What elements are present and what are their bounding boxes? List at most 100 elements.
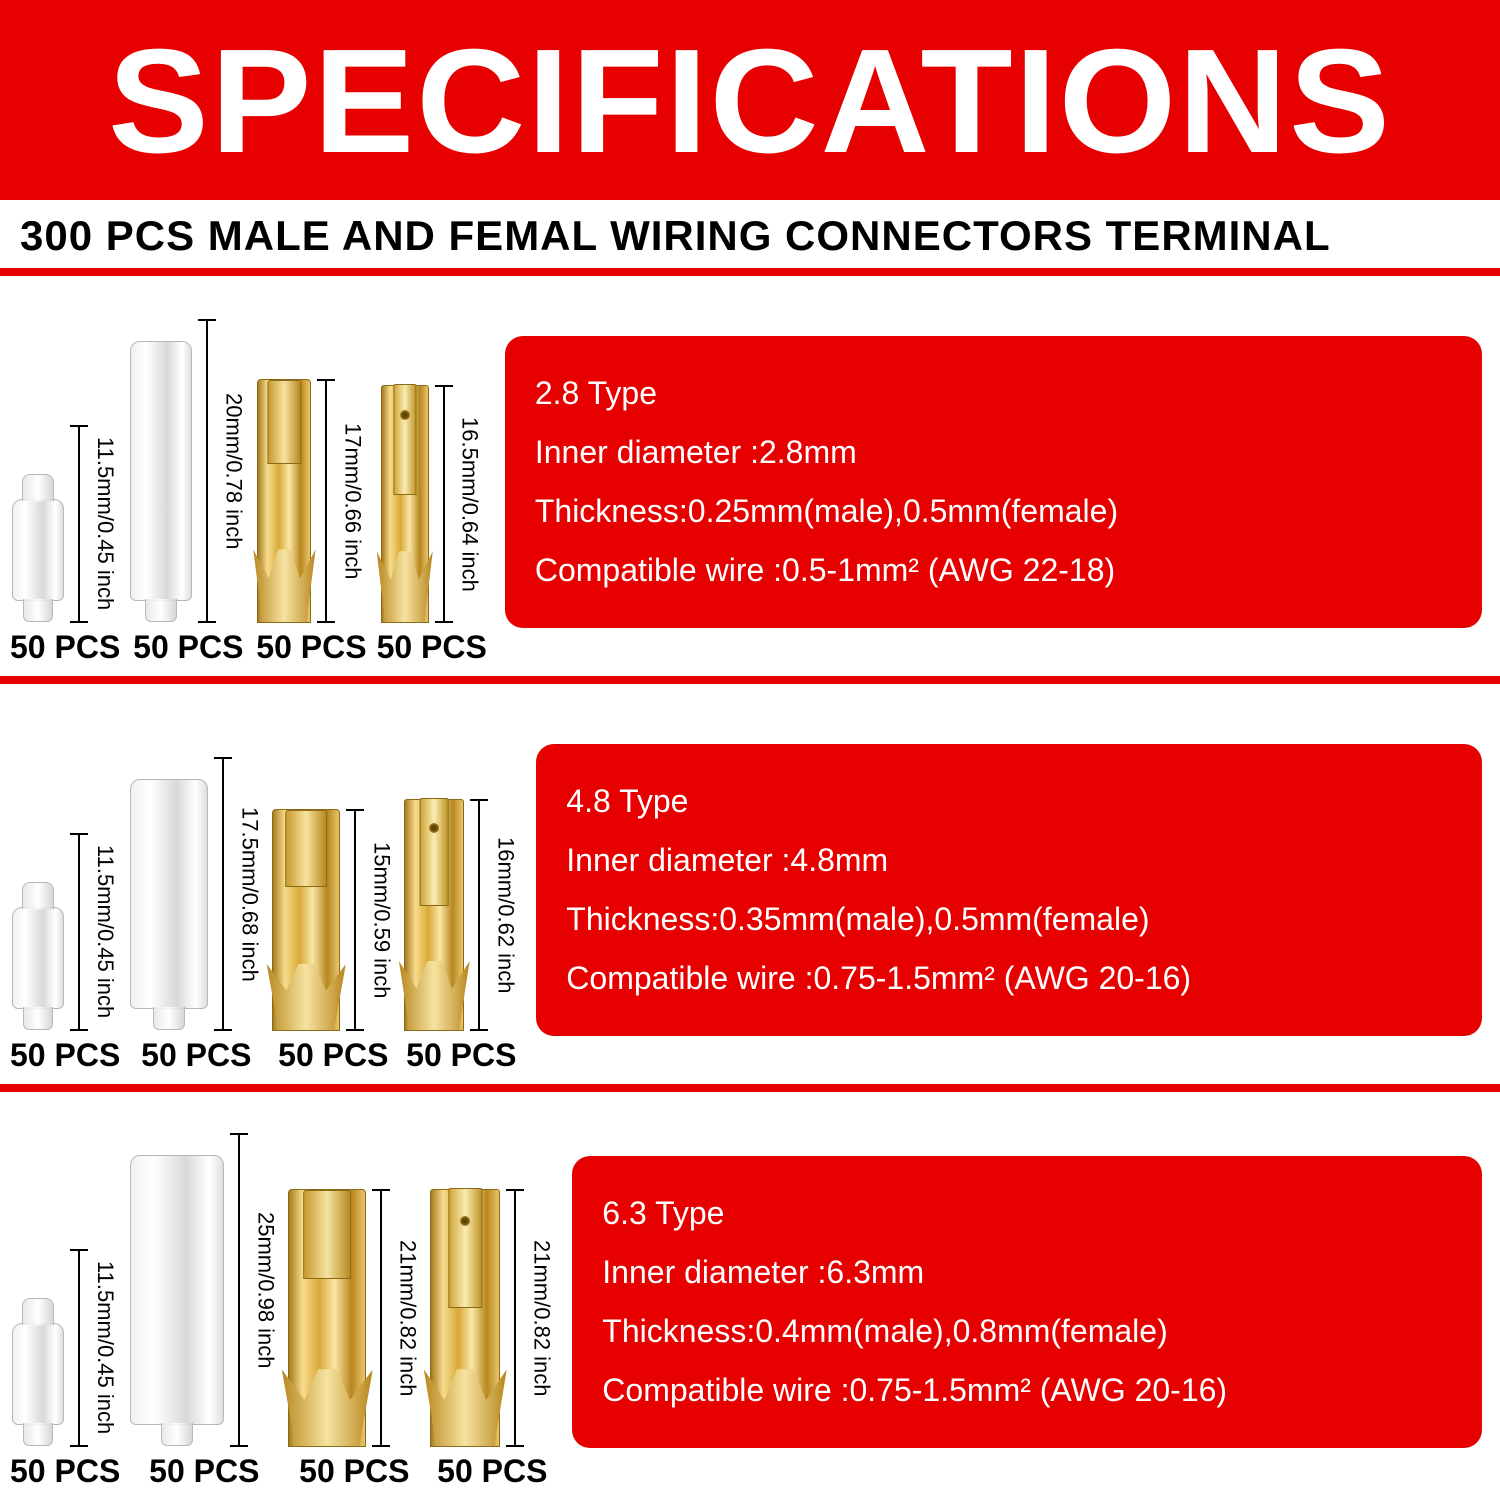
dimension-label: 25mm/0.98 inch	[252, 1212, 278, 1369]
dim-cap-icon	[435, 621, 453, 623]
clear-sleeve-large-icon	[130, 1155, 224, 1425]
item-body: 11.5mm/0.45 inch	[12, 303, 118, 623]
dimension-bracket-icon	[317, 379, 335, 623]
dimension-group: 20mm/0.78 inch	[192, 319, 246, 623]
terminal-hole-icon	[460, 1216, 470, 1226]
dim-cap-icon	[70, 1445, 88, 1447]
dim-line-icon	[222, 759, 224, 1029]
dimension-bracket-icon	[198, 319, 216, 623]
header-banner: SPECIFICATIONS	[0, 0, 1500, 200]
dimension-bracket-icon	[435, 385, 453, 623]
clear-sleeve-small-icon	[12, 499, 64, 601]
dimension-group: 25mm/0.98 inch	[224, 1133, 278, 1447]
spec-row: 11.5mm/0.45 inch50 PCS17.5mm/0.68 inch50…	[0, 684, 1500, 1092]
spec-row: 11.5mm/0.45 inch50 PCS20mm/0.78 inch50 P…	[0, 276, 1500, 684]
item-body: 21mm/0.82 inch	[288, 1127, 420, 1447]
dim-cap-icon	[214, 1029, 232, 1031]
dimension-label: 17.5mm/0.68 inch	[236, 807, 262, 982]
brass-male-terminal-icon	[381, 385, 429, 623]
item-body: 11.5mm/0.45 inch	[12, 1127, 118, 1447]
dim-cap-icon	[506, 1445, 524, 1447]
brass-male-terminal-icon	[430, 1189, 500, 1447]
dimension-label: 11.5mm/0.45 inch	[92, 1261, 118, 1434]
dimension-group: 21mm/0.82 inch	[366, 1189, 420, 1447]
dimension-label: 16.5mm/0.64 inch	[457, 417, 483, 592]
spec-line: Compatible wire :0.75-1.5mm² (AWG 20-16)	[602, 1361, 1452, 1420]
dimension-label: 11.5mm/0.45 inch	[92, 437, 118, 610]
shape-wrap	[130, 303, 192, 623]
dim-line-icon	[238, 1135, 240, 1445]
spec-item: 16.5mm/0.64 inch 50 PCS	[377, 303, 487, 666]
item-body: 25mm/0.98 inch	[130, 1127, 278, 1447]
dimension-label: 20mm/0.78 inch	[220, 393, 246, 550]
dimension-bracket-icon	[70, 1249, 88, 1447]
subheader-bar: 300 PCS MALE AND FEMAL WIRING CONNECTORS…	[0, 200, 1500, 276]
dim-line-icon	[78, 427, 80, 621]
spec-line: Thickness:0.25mm(male),0.5mm(female)	[535, 482, 1452, 541]
subheader-text: 300 PCS MALE AND FEMAL WIRING CONNECTORS…	[20, 212, 1480, 260]
dimension-group: 15mm/0.59 inch	[340, 809, 394, 1031]
dimension-group: 11.5mm/0.45 inch	[64, 833, 118, 1031]
item-group: 11.5mm/0.45 inch50 PCS20mm/0.78 inch50 P…	[10, 298, 487, 666]
dimension-group: 21mm/0.82 inch	[500, 1189, 554, 1447]
item-body: 17.5mm/0.68 inch	[130, 711, 262, 1031]
dim-line-icon	[78, 1251, 80, 1445]
shape-wrap	[288, 1127, 366, 1447]
dimension-label: 16mm/0.62 inch	[492, 837, 518, 994]
brass-male-terminal-icon	[404, 799, 464, 1031]
quantity-label: 50 PCS	[10, 1037, 120, 1074]
quantity-label: 50 PCS	[256, 629, 366, 666]
spec-box: 4.8 TypeInner diameter :4.8mmThickness:0…	[536, 744, 1482, 1037]
clear-sleeve-small-icon	[12, 1323, 64, 1425]
spec-item: 25mm/0.98 inch50 PCS	[130, 1127, 278, 1490]
spec-item: 17.5mm/0.68 inch50 PCS	[130, 711, 262, 1074]
shape-wrap	[381, 303, 429, 623]
dimension-label: 21mm/0.82 inch	[394, 1240, 420, 1397]
spec-line: Inner diameter :2.8mm	[535, 423, 1452, 482]
item-body: 21mm/0.82 inch	[430, 1127, 554, 1447]
terminal-hole-icon	[400, 410, 410, 420]
quantity-label: 50 PCS	[377, 629, 487, 666]
dim-line-icon	[380, 1191, 382, 1445]
clear-sleeve-large-icon	[130, 779, 208, 1009]
dim-cap-icon	[70, 621, 88, 623]
dim-line-icon	[354, 811, 356, 1029]
dimension-label: 11.5mm/0.45 inch	[92, 845, 118, 1018]
spec-item: 20mm/0.78 inch50 PCS	[130, 303, 246, 666]
quantity-label: 50 PCS	[278, 1037, 388, 1074]
dim-cap-icon	[346, 1029, 364, 1031]
dim-line-icon	[206, 321, 208, 621]
item-body: 16.5mm/0.64 inch	[381, 303, 483, 623]
dimension-bracket-icon	[470, 799, 488, 1031]
header-title: SPECIFICATIONS	[0, 28, 1500, 176]
item-body: 20mm/0.78 inch	[130, 303, 246, 623]
terminal-hole-icon	[429, 823, 439, 833]
dimension-bracket-icon	[506, 1189, 524, 1447]
shape-wrap	[430, 1127, 500, 1447]
item-group: 11.5mm/0.45 inch50 PCS17.5mm/0.68 inch50…	[10, 706, 518, 1074]
spec-line: Inner diameter :4.8mm	[566, 831, 1452, 890]
dim-cap-icon	[198, 621, 216, 623]
dimension-label: 15mm/0.59 inch	[368, 842, 394, 999]
spec-line: Compatible wire :0.75-1.5mm² (AWG 20-16)	[566, 949, 1452, 1008]
dim-line-icon	[514, 1191, 516, 1445]
quantity-label: 50 PCS	[10, 629, 120, 666]
dimension-bracket-icon	[70, 425, 88, 623]
spec-item: 11.5mm/0.45 inch 50 PCS	[10, 711, 120, 1074]
dim-line-icon	[443, 387, 445, 621]
quantity-label: 50 PCS	[299, 1453, 409, 1490]
spec-row: 11.5mm/0.45 inch 50 PCS 25mm/0.98 inch50 P…	[0, 1092, 1500, 1500]
shape-wrap	[257, 303, 311, 623]
item-body: 11.5mm/0.45 inch	[12, 711, 118, 1031]
dimension-group: 17mm/0.66 inch	[311, 379, 365, 623]
dimension-bracket-icon	[214, 757, 232, 1031]
spec-item: 16mm/0.62 inch50 PCS	[404, 711, 518, 1074]
item-group: 11.5mm/0.45 inch 50 PCS 25mm/0.98 inch50 P…	[10, 1114, 554, 1490]
dimension-group: 11.5mm/0.45 inch	[64, 425, 118, 623]
shape-wrap	[130, 1127, 224, 1447]
spec-item: 11.5mm/0.45 inch 50 PCS	[10, 303, 120, 666]
spec-item: 21mm/0.82 inch50 PCS	[430, 1127, 554, 1490]
dimension-group: 11.5mm/0.45 inch	[64, 1249, 118, 1447]
spec-type-label: 2.8 Type	[535, 364, 1452, 423]
item-body: 16mm/0.62 inch	[404, 711, 518, 1031]
